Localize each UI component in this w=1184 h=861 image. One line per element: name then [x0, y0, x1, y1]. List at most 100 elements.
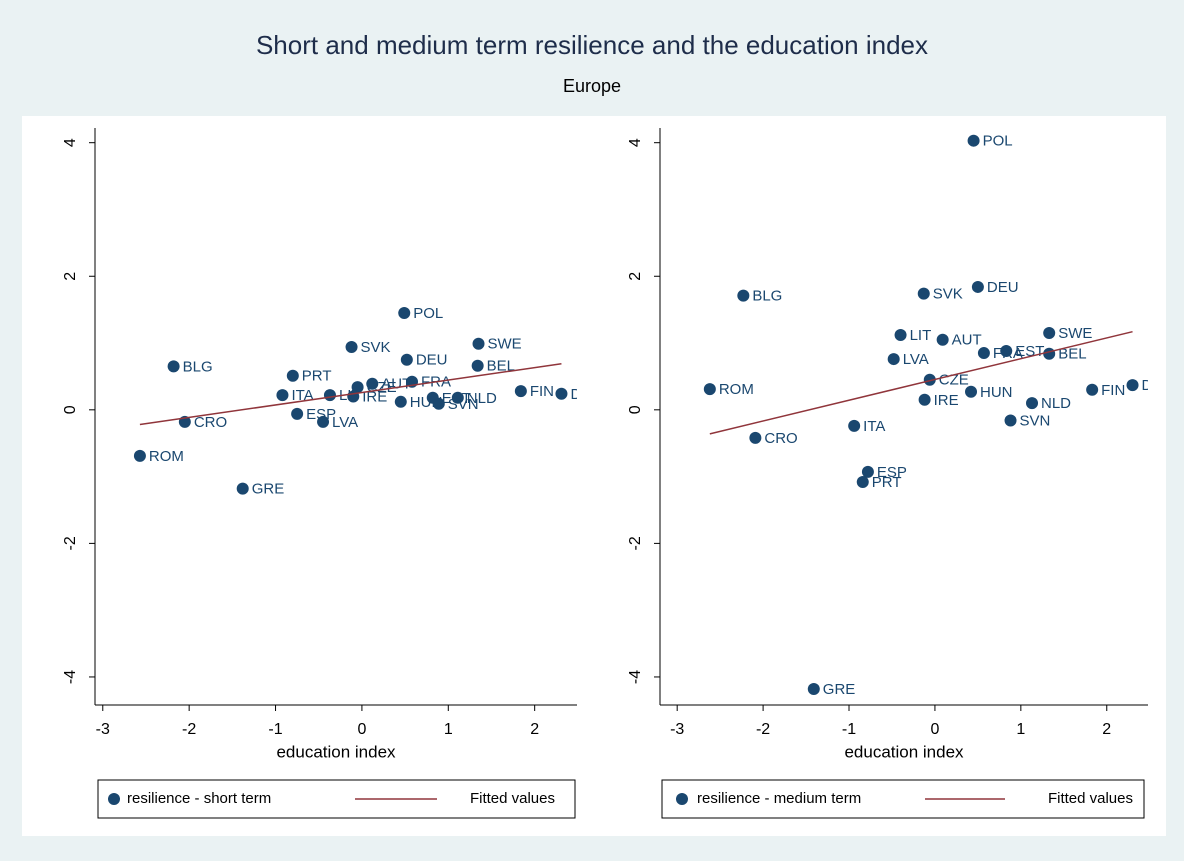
point [291, 407, 304, 420]
point-label: SWE [1058, 325, 1092, 342]
legend-marker [676, 793, 688, 805]
x-tick-label: -2 [182, 721, 196, 738]
y-tick-label: -2 [62, 536, 79, 550]
x-tick-label: 1 [1016, 721, 1025, 738]
point-label: BLG [183, 358, 213, 375]
point-label: SVK [933, 286, 963, 303]
point-label: NLD [467, 390, 497, 407]
point [555, 387, 568, 400]
x-axis-label: education index [276, 742, 396, 761]
legend-label: resilience - medium term [697, 790, 861, 807]
point [918, 393, 931, 406]
point [856, 475, 869, 488]
point-label: IRE [934, 392, 959, 409]
point [1026, 397, 1039, 410]
point [133, 449, 146, 462]
point [965, 385, 978, 398]
x-tick-label: -1 [268, 721, 282, 738]
point-label: DNK [1142, 377, 1174, 394]
point [749, 431, 762, 444]
x-tick-label: -2 [756, 721, 770, 738]
point [236, 482, 249, 495]
point-label: ITA [863, 418, 885, 435]
point-label: GRE [823, 681, 856, 698]
point-label: SVK [361, 339, 391, 356]
y-tick-label: 2 [627, 272, 644, 281]
point [1043, 327, 1056, 340]
y-tick-label: -2 [627, 536, 644, 550]
point-label: ESP [877, 464, 907, 481]
point [351, 381, 364, 394]
point [848, 419, 861, 432]
point [737, 289, 750, 302]
legend-label: resilience - short term [127, 790, 271, 807]
legend-label: Fitted values [470, 790, 555, 807]
point [917, 287, 930, 300]
point-label: ROM [149, 448, 184, 465]
point [967, 134, 980, 147]
y-tick-label: 0 [627, 405, 644, 414]
point [1043, 347, 1056, 360]
title: Short and medium term resilience and the… [256, 30, 928, 60]
y-tick-label: 2 [62, 272, 79, 281]
fitted-line [709, 330, 1133, 435]
point [703, 383, 716, 396]
x-tick-label: -3 [96, 721, 110, 738]
point [400, 353, 413, 366]
point-label: ROM [719, 381, 754, 398]
point-label: SWE [488, 336, 522, 353]
point [432, 397, 445, 410]
point-label: FRA [993, 345, 1023, 362]
point [887, 353, 900, 366]
point-label: LVA [903, 351, 929, 368]
panel-bg [22, 116, 594, 836]
point-label: CZE [367, 379, 397, 396]
point-label: LIT [910, 327, 932, 344]
point-label: CRO [764, 430, 797, 447]
point-label: LVA [332, 414, 358, 431]
y-tick-label: -4 [62, 670, 79, 684]
point-label: DEU [416, 352, 448, 369]
point-label: FIN [1101, 382, 1125, 399]
point [286, 369, 299, 382]
x-axis-label: education index [844, 742, 964, 761]
x-tick-label: 0 [357, 721, 366, 738]
x-tick-label: -1 [842, 721, 856, 738]
point-label: DEU [987, 279, 1019, 296]
x-tick-label: 0 [930, 721, 939, 738]
point-label: BEL [487, 358, 515, 375]
plot-area: POLDEUSVKBLGSWELITAUTESTFRABELLVACZEDNKR… [703, 133, 1174, 698]
point [345, 341, 358, 354]
point [514, 385, 527, 398]
point [807, 682, 820, 695]
point [977, 347, 990, 360]
y-tick-label: 4 [627, 138, 644, 147]
point [366, 377, 379, 390]
x-tick-label: 2 [530, 721, 539, 738]
point-label: POL [983, 133, 1013, 150]
point [471, 359, 484, 372]
point [451, 391, 464, 404]
point-label: IRE [362, 388, 387, 405]
x-tick-label: -3 [670, 721, 684, 738]
point-label: POL [413, 305, 443, 322]
point-label: PRT [872, 474, 902, 491]
x-tick-label: 2 [1102, 721, 1111, 738]
point-label: GRE [252, 481, 285, 498]
point-label: ESP [306, 406, 336, 423]
point [317, 415, 330, 428]
point-label: CRO [194, 414, 227, 431]
point-label: SVN [1020, 412, 1051, 429]
legend-box [97, 779, 576, 819]
point-label: AUT [952, 332, 982, 349]
point [472, 337, 485, 350]
point-label: BEL [1058, 346, 1086, 363]
point-label: FIN [530, 383, 554, 400]
point [861, 465, 874, 478]
point [936, 333, 949, 346]
point [398, 306, 411, 319]
x-tick-label: 1 [444, 721, 453, 738]
legend-marker [108, 793, 120, 805]
point [323, 389, 336, 402]
